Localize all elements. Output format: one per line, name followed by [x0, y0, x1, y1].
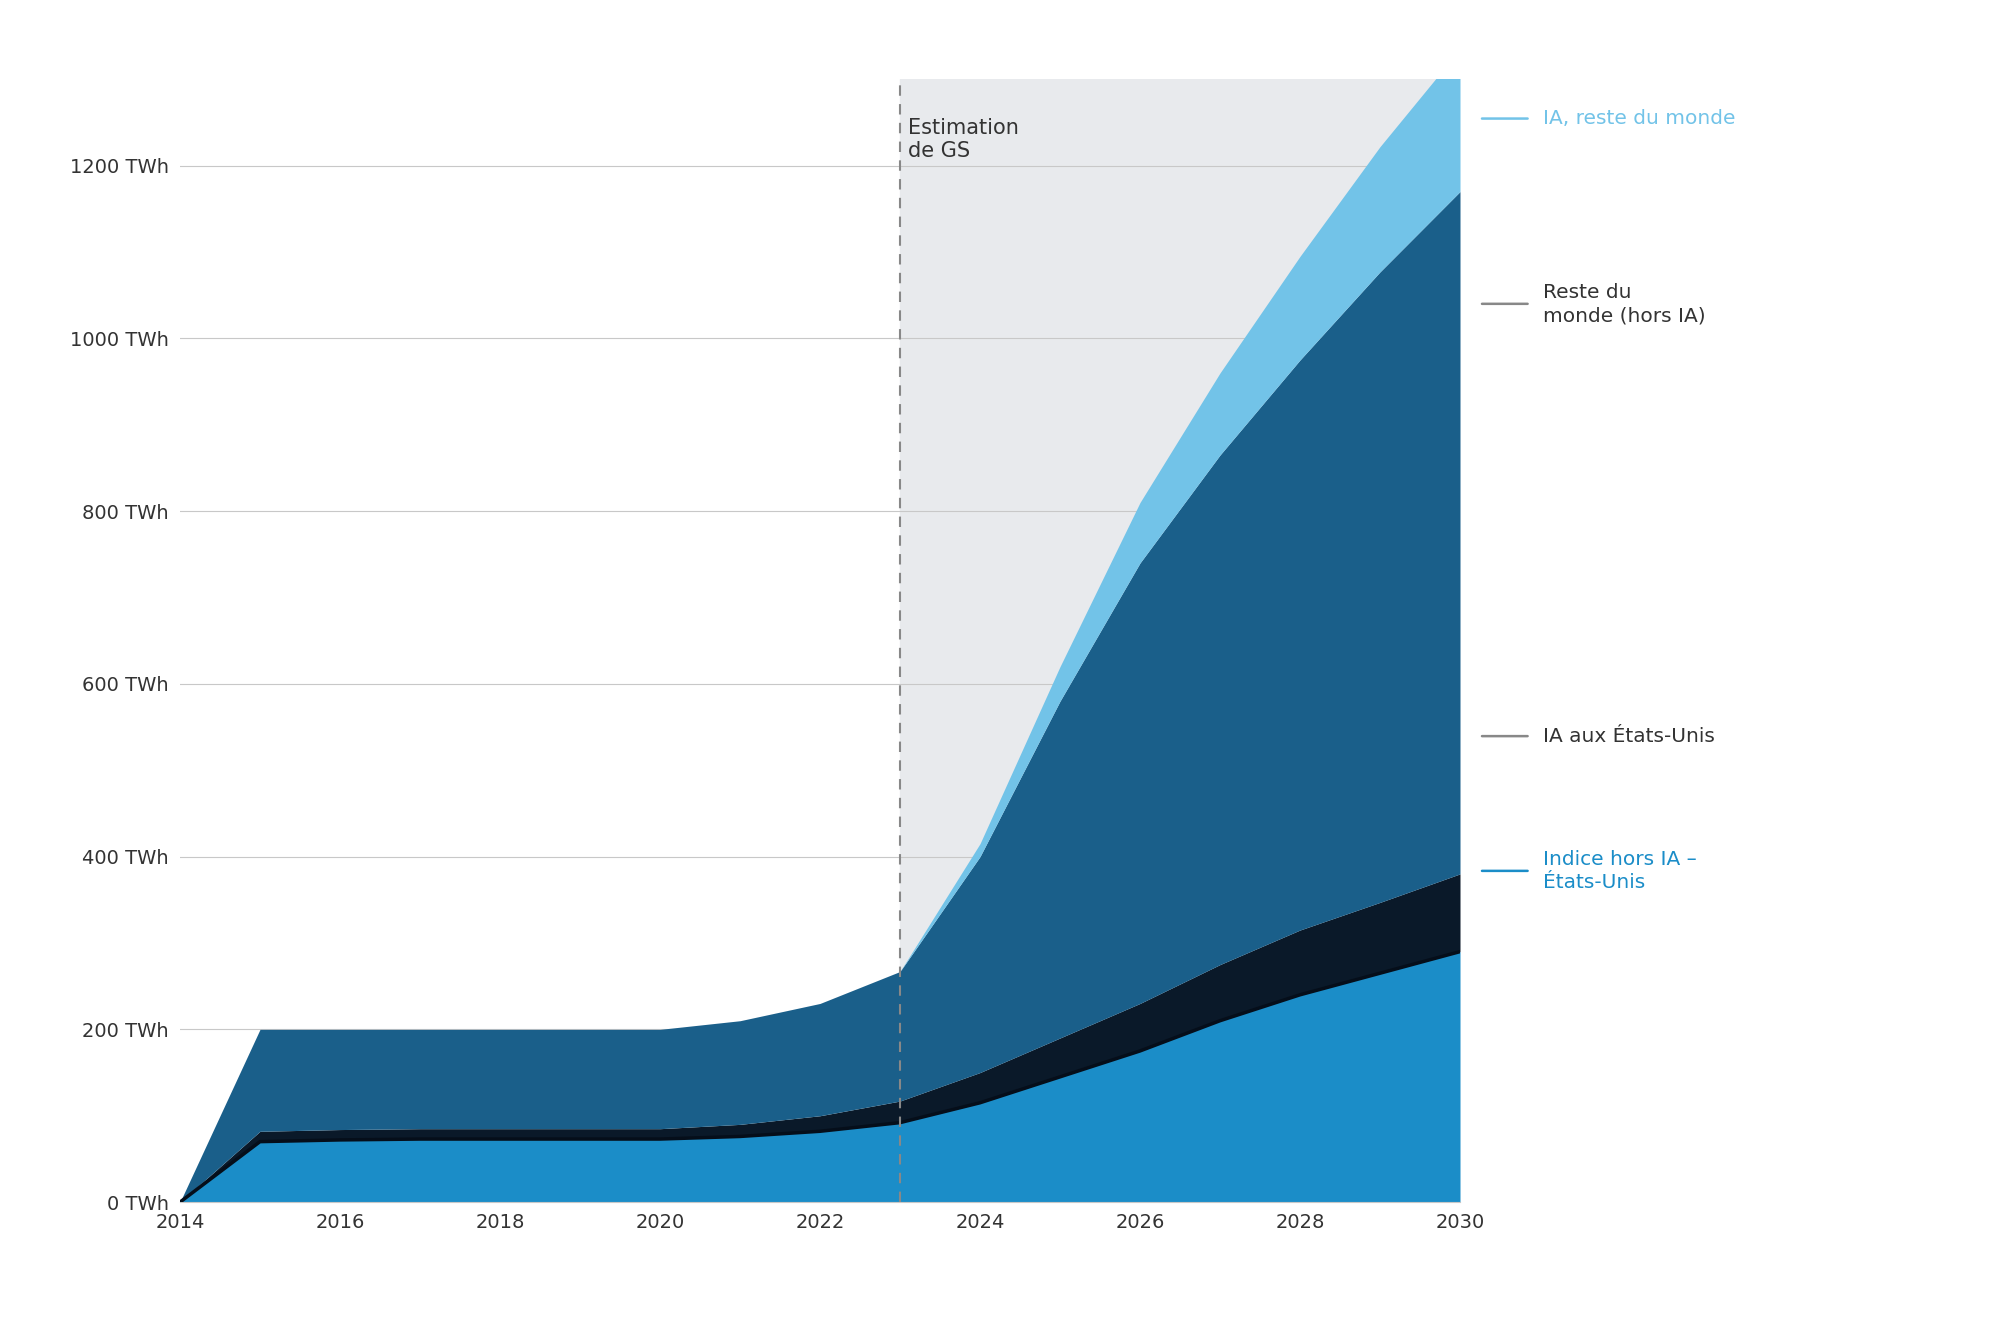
Text: Indice hors IA –
États-Unis: Indice hors IA – États-Unis [1544, 849, 1696, 892]
Text: IA, reste du monde: IA, reste du monde [1544, 110, 1736, 128]
Text: IA aux États-Unis: IA aux États-Unis [1544, 727, 1716, 745]
Bar [900, 79, 1460, 1202]
Text: Reste du
monde (hors IA): Reste du monde (hors IA) [1544, 283, 1706, 325]
Text: Estimation
de GS: Estimation de GS [908, 118, 1018, 161]
